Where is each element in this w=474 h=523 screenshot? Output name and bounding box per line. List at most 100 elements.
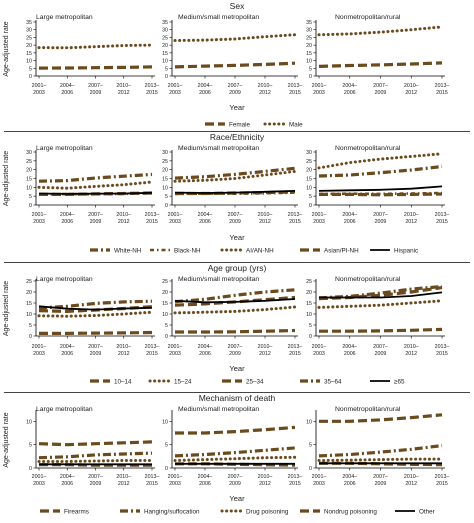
panel-title: Medium/small metropolitan	[178, 14, 259, 21]
x-tick-label: 2004–	[342, 474, 357, 480]
y-tick-label: 0	[29, 74, 32, 80]
y-tick-label: 20	[26, 168, 32, 174]
x-tick-label: 2007–	[373, 212, 388, 218]
x-tick-label: 2015	[289, 351, 301, 357]
x-tick-label: 2004–	[198, 344, 213, 350]
y-tick-label: 10	[26, 185, 32, 191]
series-line--65	[174, 298, 296, 304]
x-tick-label: 2004–	[342, 344, 357, 350]
x-tick-label: 2013–	[288, 83, 303, 89]
y-tick-label: 35	[26, 20, 32, 26]
series-line-drug-poisoning	[317, 457, 444, 462]
x-tick-label: 2010–	[404, 474, 419, 480]
x-tick-label: 2015	[436, 481, 448, 487]
y-tick-label: 25	[26, 279, 32, 285]
x-tick-label: 2004–	[198, 83, 213, 89]
x-tick-label: 2012	[259, 219, 271, 225]
x-tick-label: 2012	[259, 351, 271, 357]
x-tick-label: 2004–	[198, 212, 213, 218]
y-tick-label: 25	[26, 159, 32, 165]
x-tick-label: 2004–	[60, 83, 75, 89]
panel-title: Large metropolitan	[36, 14, 93, 21]
series-line-male	[37, 43, 154, 50]
x-tick-label: 2001–	[312, 344, 327, 350]
legend-label: Black-NH	[174, 247, 201, 254]
y-tick-label: 5	[165, 194, 168, 200]
y-tick-label: 20	[162, 168, 168, 174]
series-line-asian-pi-nh	[319, 192, 443, 197]
x-axis-title: Year	[229, 103, 245, 112]
series-line-10-14	[39, 330, 153, 335]
x-tick-label: 2012	[405, 90, 417, 96]
legend-label: Hispanic	[394, 247, 418, 254]
x-tick-label: 2009	[229, 90, 241, 96]
series-line-hispanic	[318, 185, 443, 192]
x-tick-label: 2010–	[116, 474, 131, 480]
x-tick-label: 2009	[375, 351, 387, 357]
y-tick-label: 0	[29, 466, 32, 472]
y-tick-label: 0	[165, 74, 168, 80]
panel-title: Medium/small metropolitan	[178, 145, 259, 152]
x-tick-label: 2012	[118, 481, 130, 487]
y-tick-label: 5	[165, 66, 168, 72]
x-tick-label: 2004–	[342, 83, 357, 89]
x-tick-label: 2007–	[373, 474, 388, 480]
panel-title: Nonmetropolitan/rural	[335, 14, 401, 21]
x-tick-label: 2001–	[312, 212, 327, 218]
panel-title: Nonmetropolitan/rural	[335, 276, 401, 283]
legend-label: Nondrug poisoning	[324, 508, 377, 515]
y-tick-label: 30	[26, 28, 32, 34]
y-tick-label: 20	[162, 43, 168, 49]
y-tick-label: 20	[306, 168, 312, 174]
series-line-10-14	[319, 327, 443, 333]
y-tick-label: 5	[165, 323, 168, 329]
y-tick-label: 5	[309, 66, 312, 72]
y-tick-label: 20	[26, 43, 32, 49]
x-tick-label: 2007–	[88, 344, 103, 350]
x-tick-label: 2003	[169, 90, 181, 96]
x-tick-label: 2013–	[288, 474, 303, 480]
x-tick-label: 2009	[229, 219, 241, 225]
y-tick-label: 20	[306, 43, 312, 49]
x-tick-label: 2010–	[404, 212, 419, 218]
x-tick-label: 2009	[90, 351, 102, 357]
x-tick-label: 2001–	[168, 474, 183, 480]
x-tick-label: 2003	[33, 481, 45, 487]
y-tick-label: 15	[306, 301, 312, 307]
x-tick-label: 2009	[375, 481, 387, 487]
series-line-15-24	[173, 305, 297, 315]
y-tick-label: 0	[309, 74, 312, 80]
y-tick-label: 15	[306, 51, 312, 57]
x-tick-label: 2003	[169, 481, 181, 487]
y-tick-label: 15	[162, 51, 168, 57]
x-tick-label: 2003	[169, 351, 181, 357]
x-tick-label: 2003	[33, 351, 45, 357]
x-tick-label: 2006	[344, 481, 356, 487]
x-tick-label: 2009	[229, 351, 241, 357]
series-line-firearms	[175, 425, 296, 435]
x-tick-label: 2001–	[168, 344, 183, 350]
legend-label: Asian/PI-NH	[324, 247, 359, 254]
section-title: Age group (yrs)	[208, 263, 267, 273]
y-tick-label: 15	[162, 177, 168, 183]
series-line-female	[174, 61, 296, 69]
y-tick-label: 25	[306, 279, 312, 285]
series-line-hispanic	[174, 190, 296, 194]
x-tick-label: 2015	[289, 219, 301, 225]
x-tick-label: 2007–	[228, 474, 243, 480]
y-tick-label: 10	[306, 419, 312, 425]
y-tick-label: 15	[26, 177, 32, 183]
x-tick-label: 2012	[118, 219, 130, 225]
x-tick-label: 2013–	[145, 83, 160, 89]
series-line-ai-an-nh	[37, 180, 154, 190]
series-line--65	[38, 305, 153, 311]
x-tick-label: 2012	[405, 481, 417, 487]
x-tick-label: 2006	[61, 481, 73, 487]
x-tick-label: 2003	[313, 481, 325, 487]
legend-label: 15–24	[174, 378, 192, 385]
legend-label: 10–14	[114, 378, 132, 385]
x-tick-label: 2003	[313, 219, 325, 225]
y-tick-label: 5	[29, 66, 32, 72]
y-tick-label: 10	[162, 312, 168, 318]
y-tick-label: 25	[162, 35, 168, 41]
